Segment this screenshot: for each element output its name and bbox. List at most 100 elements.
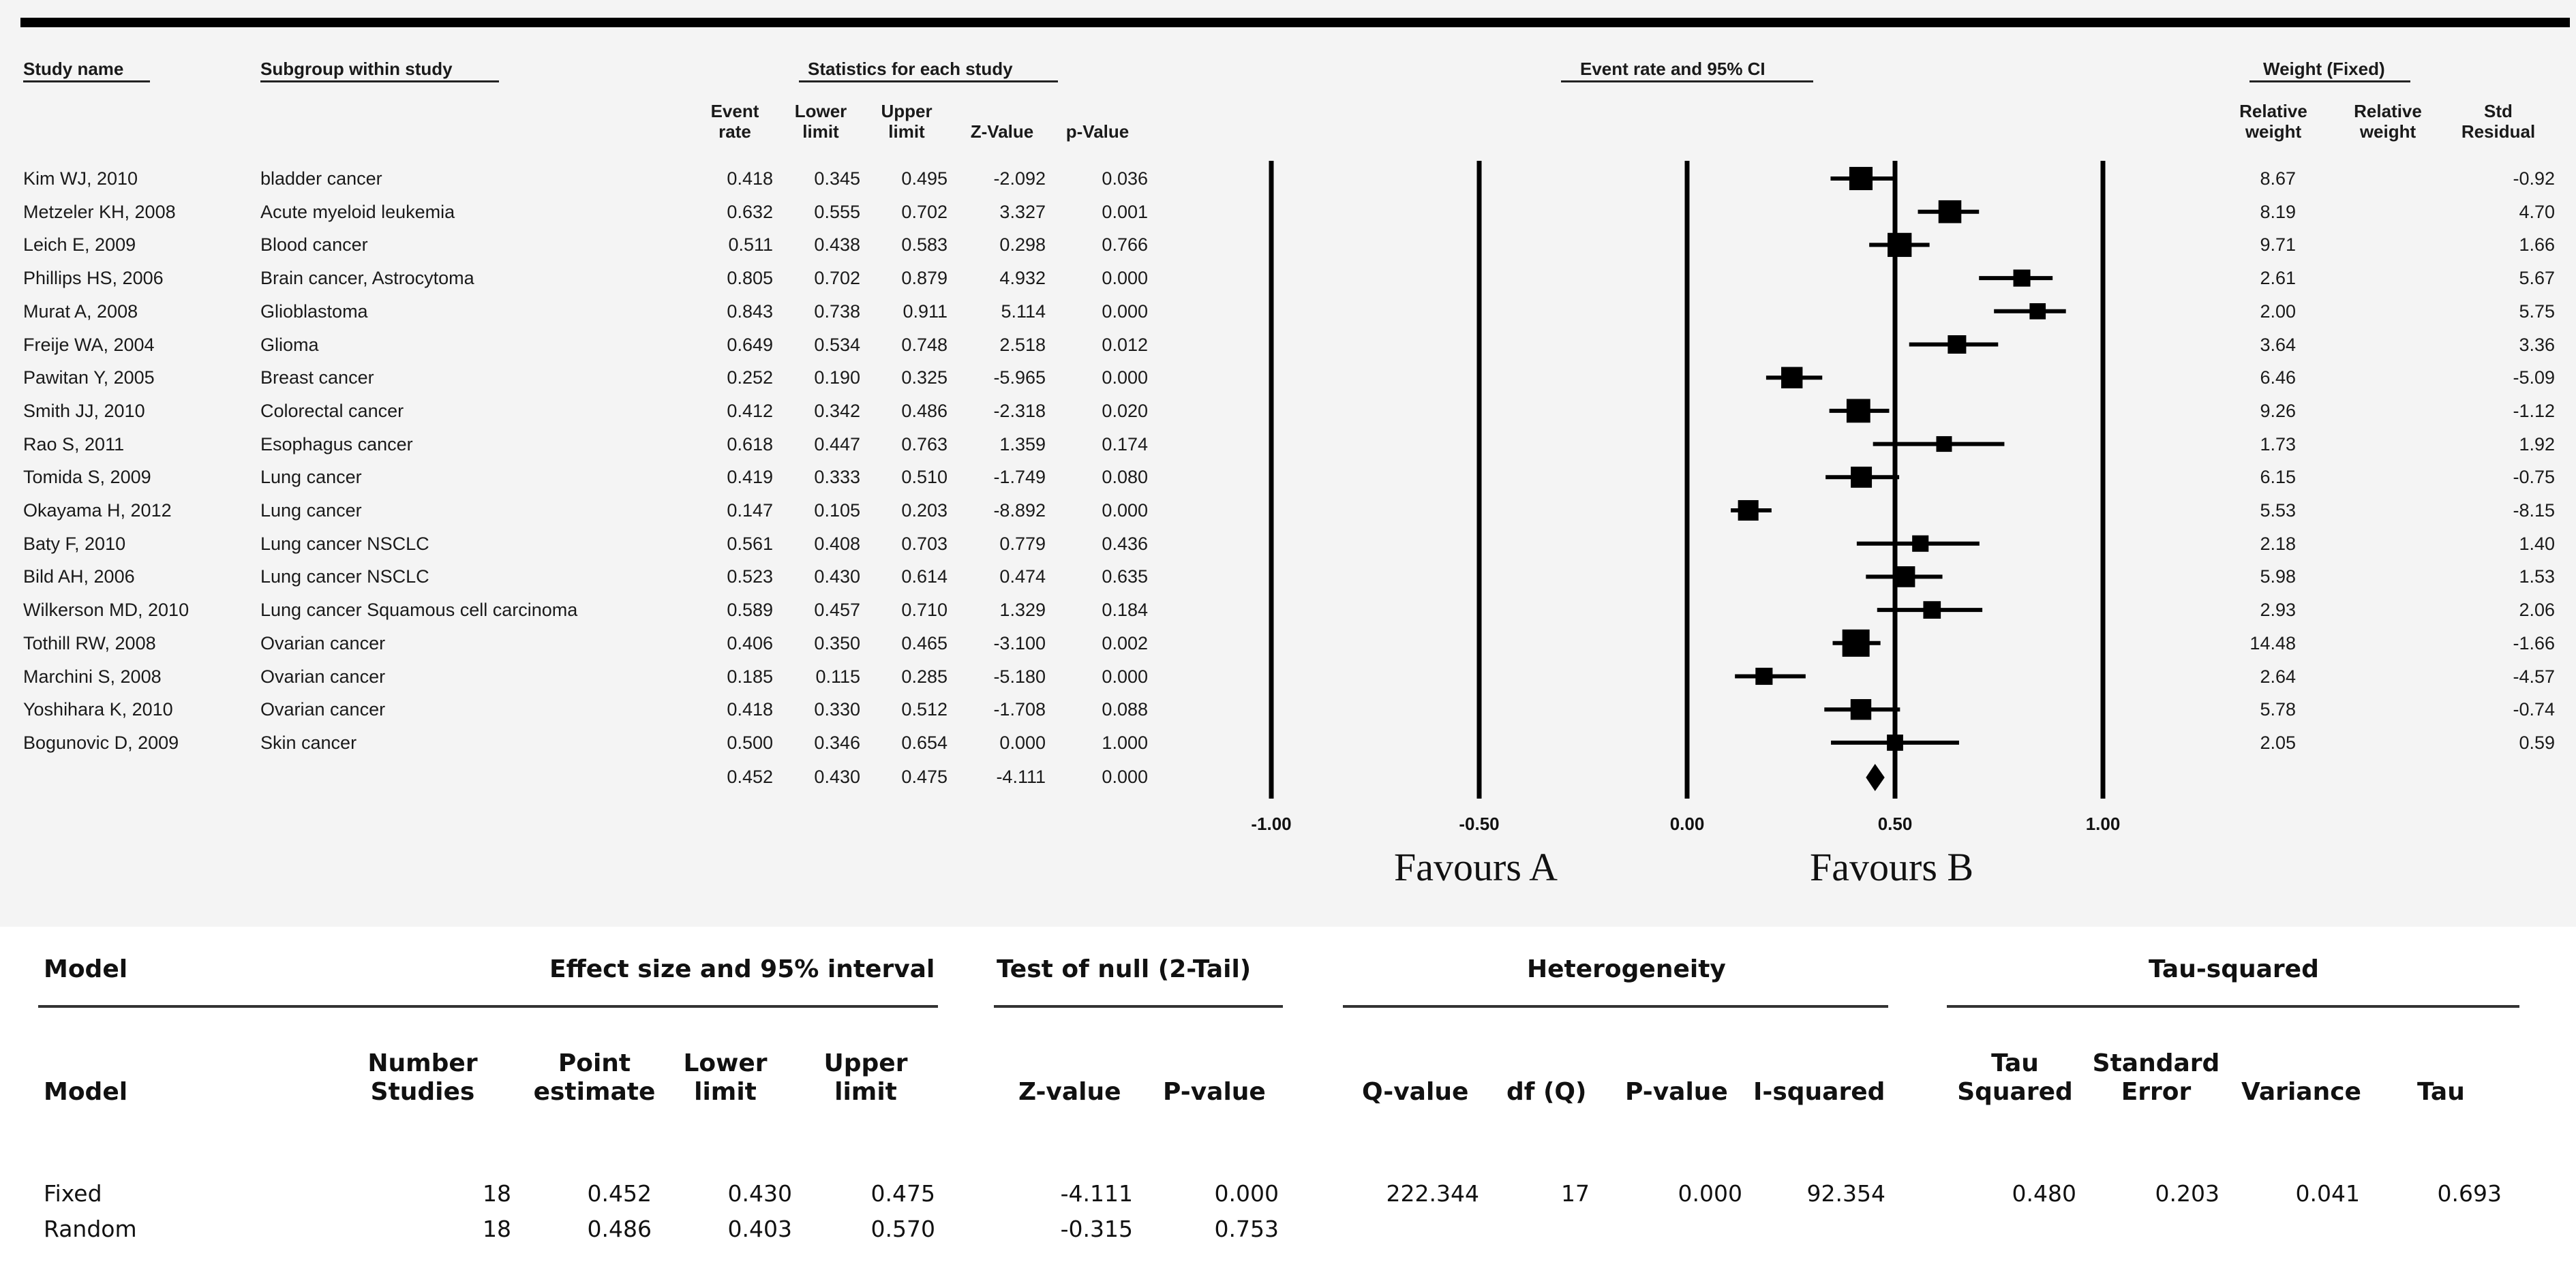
study-std-residual: -5.09 — [2513, 367, 2555, 388]
study-marker — [1755, 667, 1773, 685]
study-relative-weight: 2.93 — [2260, 600, 2296, 621]
model-p-value: 0.000 — [1214, 1180, 1279, 1207]
study-marker — [1894, 566, 1915, 587]
study-subgroup: Skin cancer — [260, 732, 357, 753]
study-event-rate: 0.418 — [727, 699, 773, 720]
column-number-studies: Number Studies — [367, 1049, 478, 1106]
model-tau-squared: 0.480 — [2012, 1180, 2076, 1207]
favours-b-label: Favours B — [1810, 845, 1974, 889]
study-subgroup: Lung cancer — [260, 500, 362, 521]
summary-upper: 0.475 — [901, 767, 948, 787]
study-std-residual: -0.74 — [2513, 699, 2555, 720]
study-std-residual: 2.06 — [2519, 600, 2555, 621]
model-upper-limit: 0.570 — [870, 1216, 935, 1242]
study-z-value: 0.298 — [999, 234, 1046, 256]
study-name: Metzeler KH, 2008 — [23, 201, 176, 222]
model-z-value: -0.315 — [1060, 1216, 1133, 1242]
study-lower-limit: 0.190 — [814, 367, 860, 388]
x-tick-label: 0.50 — [1878, 814, 1913, 834]
study-name: Tomida S, 2009 — [23, 467, 151, 488]
study-lower-limit: 0.408 — [814, 533, 860, 554]
study-p-value: 0.766 — [1102, 234, 1148, 256]
model-standard-error: 0.203 — [2155, 1180, 2219, 1207]
x-tick-label: -1.00 — [1251, 814, 1291, 834]
study-p-value: 0.000 — [1102, 300, 1148, 322]
study-upper-limit: 0.495 — [901, 168, 948, 189]
study-event-rate: 0.523 — [727, 566, 773, 587]
study-std-residual: -1.12 — [2513, 400, 2555, 421]
study-name: Okayama H, 2012 — [23, 500, 172, 521]
divider — [994, 1005, 1283, 1008]
study-std-residual: -8.15 — [2513, 500, 2555, 521]
study-relative-weight: 9.71 — [2260, 234, 2296, 256]
model-point-estimate: 0.452 — [587, 1180, 652, 1207]
study-upper-limit: 0.748 — [901, 334, 948, 355]
study-name: Leich E, 2009 — [23, 234, 136, 256]
study-subgroup: Ovarian cancer — [260, 666, 386, 687]
study-subgroup: Acute myeloid leukemia — [260, 201, 455, 222]
study-std-residual: 3.36 — [2519, 334, 2555, 355]
study-p-value: 0.436 — [1102, 533, 1148, 554]
study-lower-limit: 0.115 — [815, 666, 860, 687]
study-z-value: -2.092 — [993, 168, 1046, 189]
study-subgroup: Lung cancer Squamous cell carcinoma — [260, 600, 578, 621]
study-upper-limit: 0.486 — [901, 400, 948, 421]
study-p-value: 0.184 — [1102, 600, 1148, 621]
study-z-value: 1.359 — [999, 433, 1046, 454]
header-z-value: Z-Value — [970, 121, 1034, 142]
study-name: Kim WJ, 2010 — [23, 168, 138, 189]
study-std-residual: 1.40 — [2519, 533, 2555, 554]
study-z-value: 0.779 — [999, 533, 1046, 554]
study-marker — [1850, 698, 1872, 720]
study-z-value: -2.318 — [993, 400, 1046, 421]
model-tau: 0.693 — [2437, 1180, 2502, 1207]
test-group-header: Test of null (2-Tail) — [997, 955, 1252, 983]
study-subgroup: Brain cancer, Astrocytoma — [260, 268, 474, 289]
divider — [1947, 1005, 2519, 1008]
header-statistics: Statistics for each study — [808, 59, 1013, 79]
study-relative-weight: 8.19 — [2260, 201, 2296, 222]
header-weight: Weight (Fixed) — [2263, 59, 2385, 79]
study-std-residual: 5.75 — [2519, 300, 2555, 322]
model-name: Fixed — [44, 1180, 102, 1207]
study-lower-limit: 0.447 — [814, 433, 860, 454]
study-event-rate: 0.843 — [727, 300, 773, 322]
study-p-value: 0.088 — [1102, 699, 1148, 720]
study-p-value: 0.000 — [1102, 666, 1148, 687]
x-tick-label: 0.00 — [1670, 814, 1705, 834]
study-event-rate: 0.185 — [727, 666, 773, 687]
study-relative-weight: 2.05 — [2260, 732, 2296, 753]
study-std-residual: 1.53 — [2519, 566, 2555, 587]
study-lower-limit: 0.738 — [814, 300, 860, 322]
header-underline — [1561, 80, 1813, 82]
model-point-estimate: 0.486 — [587, 1216, 652, 1242]
study-upper-limit: 0.710 — [901, 600, 948, 621]
header-event-rate: Event rate — [710, 101, 759, 142]
model-z-value: -4.111 — [1060, 1180, 1133, 1207]
study-p-value: 0.000 — [1102, 268, 1148, 289]
header-upper-limit: Upper limit — [881, 101, 933, 142]
study-std-residual: -0.75 — [2513, 467, 2555, 488]
study-upper-limit: 0.465 — [901, 632, 948, 653]
study-name: Yoshihara K, 2010 — [23, 699, 173, 720]
study-name: Rao S, 2011 — [23, 433, 125, 454]
study-marker — [1888, 232, 1912, 258]
summary-lower: 0.430 — [814, 767, 860, 787]
header-relative-weight: Relative weight — [2239, 101, 2307, 142]
model-p-value: 0.753 — [1214, 1216, 1279, 1242]
model-i-squared: 92.354 — [1806, 1180, 1885, 1207]
study-relative-weight: 1.73 — [2260, 433, 2296, 454]
study-upper-limit: 0.654 — [901, 732, 948, 753]
model-name: Random — [44, 1216, 137, 1242]
x-tick-label: -0.50 — [1459, 814, 1499, 834]
study-upper-limit: 0.325 — [901, 367, 948, 388]
header-underline — [260, 80, 499, 82]
summary-z: -4.111 — [996, 767, 1046, 787]
study-upper-limit: 0.911 — [903, 300, 948, 322]
effect-group-header: Effect size and 95% interval — [549, 955, 935, 983]
model-het-p-value: 0.000 — [1678, 1180, 1742, 1207]
study-p-value: 0.012 — [1102, 334, 1148, 355]
column-p-value: P-value — [1163, 1078, 1266, 1106]
study-name: Marchini S, 2008 — [23, 666, 162, 687]
study-marker — [1842, 629, 1870, 657]
